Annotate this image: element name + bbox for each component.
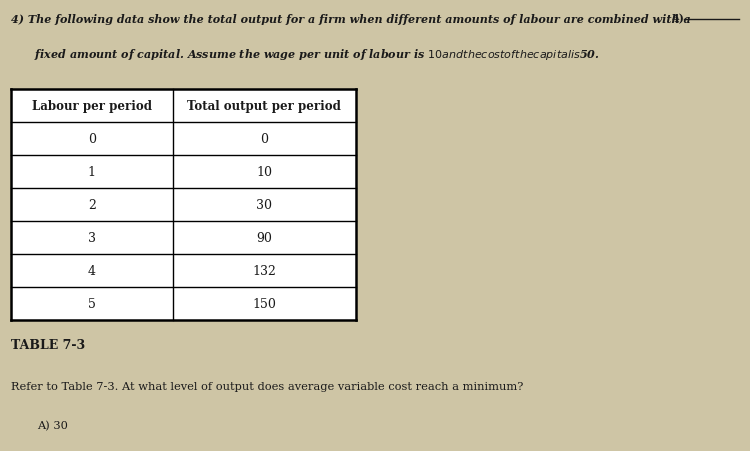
- Text: 1: 1: [88, 166, 96, 179]
- Text: Labour per period: Labour per period: [32, 100, 152, 113]
- Text: 150: 150: [253, 298, 276, 311]
- Text: 0: 0: [260, 133, 268, 146]
- Text: Refer to Table 7-3. At what level of output does average variable cost reach a m: Refer to Table 7-3. At what level of out…: [11, 382, 524, 391]
- Text: 132: 132: [253, 265, 276, 278]
- Text: 5: 5: [88, 298, 96, 311]
- Text: fixed amount of capital. Assume the wage per unit of labour is $10 and the cost : fixed amount of capital. Assume the wage…: [34, 47, 599, 62]
- Text: Total output per period: Total output per period: [188, 100, 341, 113]
- Text: 4) The following data show the total output for a firm when different amounts of: 4) The following data show the total out…: [11, 14, 691, 24]
- Text: 0: 0: [88, 133, 96, 146]
- Text: 4): 4): [671, 14, 684, 24]
- Text: 3: 3: [88, 232, 96, 245]
- Text: 30: 30: [256, 199, 272, 212]
- Text: 90: 90: [256, 232, 272, 245]
- Text: 4: 4: [88, 265, 96, 278]
- Text: 10: 10: [256, 166, 272, 179]
- Text: A) 30: A) 30: [38, 420, 68, 430]
- Text: 2: 2: [88, 199, 96, 212]
- Text: TABLE 7-3: TABLE 7-3: [11, 339, 86, 352]
